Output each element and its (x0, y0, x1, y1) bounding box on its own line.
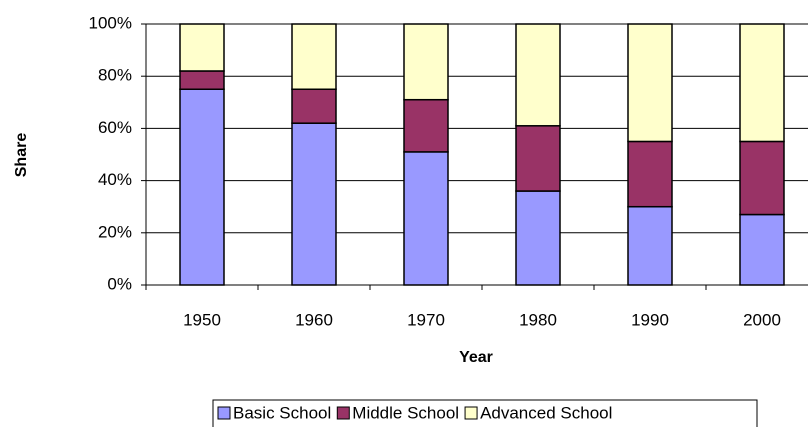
bar-segment (627, 23, 673, 143)
y-tick-label: 20% (98, 222, 132, 241)
bar-segment (179, 88, 225, 286)
x-tick-label: 1970 (407, 310, 445, 329)
bar-segment (291, 88, 337, 124)
bar-segment (515, 23, 561, 127)
y-tick-label: 100% (89, 13, 132, 32)
bar-segment (291, 122, 337, 286)
legend-box (212, 399, 758, 427)
y-tick-label: 80% (98, 66, 132, 85)
y-axis-label: Share (13, 133, 30, 178)
bar-segment (739, 140, 785, 216)
x-tick-label: 1960 (295, 310, 333, 329)
bar-segment (627, 205, 673, 286)
x-tick-label: 2000 (743, 310, 781, 329)
bar-segment (627, 140, 673, 208)
legend-label: Basic School (233, 403, 331, 422)
legend-swatch (336, 406, 350, 420)
bar-segment (179, 23, 225, 72)
bar-segment (403, 98, 449, 153)
bar-segment (291, 23, 337, 90)
x-tick-label: 1990 (631, 310, 669, 329)
bar-segment (739, 213, 785, 286)
y-tick-label: 60% (98, 118, 132, 137)
x-axis-label: Year (459, 349, 493, 366)
bar-segment (403, 23, 449, 101)
bar-segment (403, 151, 449, 286)
legend-label: Middle School (352, 403, 459, 422)
legend-label: Advanced School (480, 403, 612, 422)
bar-segment (515, 125, 561, 192)
bar-segment (515, 190, 561, 286)
x-tick-label: 1980 (519, 310, 557, 329)
bar-segment (179, 70, 225, 91)
legend-swatch (464, 406, 478, 420)
legend-swatch (217, 406, 231, 420)
bar-segment (739, 23, 785, 143)
y-tick-label: 40% (98, 170, 132, 189)
legend: Basic School Middle School Advanced School (212, 399, 758, 427)
y-tick-label: 0% (107, 274, 132, 293)
x-tick-label: 1950 (183, 310, 221, 329)
